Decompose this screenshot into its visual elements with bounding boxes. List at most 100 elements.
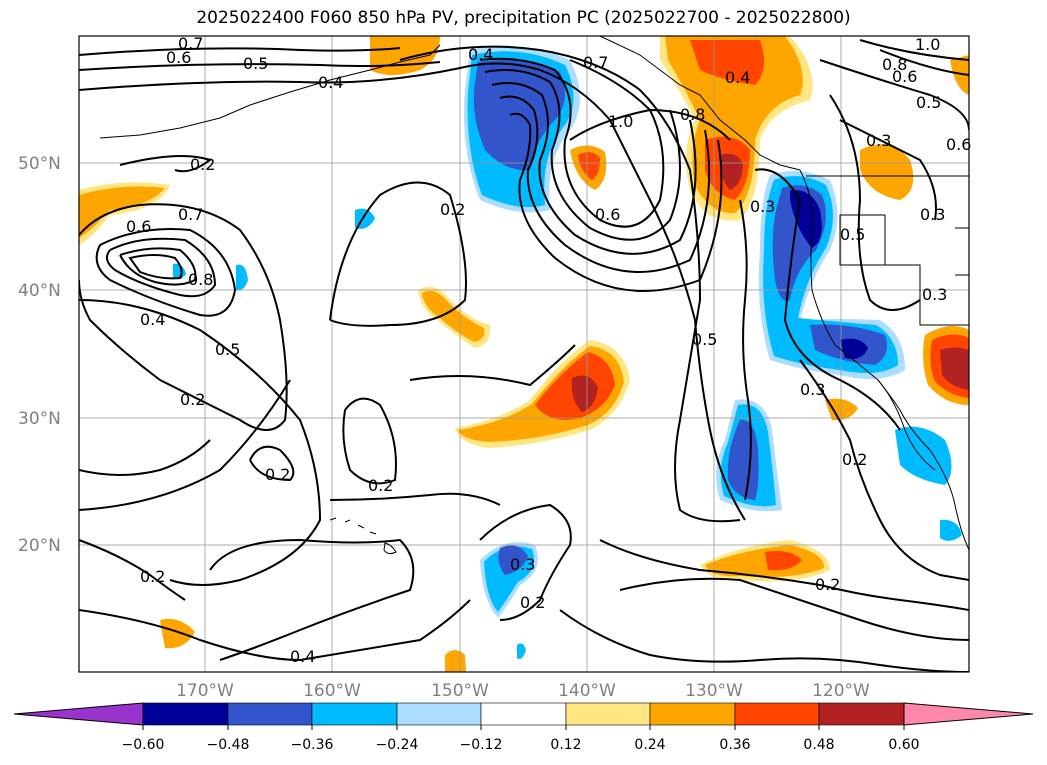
pv-contour <box>859 39 969 61</box>
coastlines <box>99 36 969 555</box>
colorbar-bin <box>311 702 398 726</box>
pv-contour <box>79 439 211 476</box>
precip-negative-area <box>498 545 528 575</box>
precip-negative-area <box>236 264 248 291</box>
colorbar-bin <box>734 702 820 726</box>
contour-label: 0.4 <box>725 68 750 87</box>
lat-label: 50°N <box>18 154 61 174</box>
pv-contour <box>509 112 723 292</box>
contour-label: 0.6 <box>946 135 971 154</box>
pv-contour <box>879 49 969 76</box>
contour-label: 0.6 <box>595 205 620 224</box>
longitude-labels: 170°W 160°W 150°W 140°W 130°W 120°W <box>176 681 870 701</box>
contour-label: 0.6 <box>892 67 917 86</box>
contour-label: 0.3 <box>922 285 947 304</box>
precip-positive-area <box>160 618 195 649</box>
precip-negative-area <box>940 519 962 541</box>
precip-shading <box>79 36 969 672</box>
pv-contour <box>79 539 186 601</box>
contour-label: 0.3 <box>920 205 945 224</box>
pv-contour <box>79 379 291 511</box>
precip-positive-area <box>665 36 803 214</box>
pv-contour <box>329 492 501 506</box>
precip-positive-area <box>445 650 466 672</box>
precip-negative-area <box>517 643 526 659</box>
contour-label: 0.7 <box>178 34 203 53</box>
contour-label: 0.2 <box>180 390 205 409</box>
contour-label: 1.0 <box>915 35 940 54</box>
precip-positive-area <box>578 152 600 180</box>
colorbar: −0.60 −0.48 −0.36 −0.24 −0.12 0.12 0.24 … <box>13 702 1034 753</box>
pv-contours <box>79 39 969 672</box>
contour-label: 0.2 <box>440 200 465 219</box>
contour-label: 0.8 <box>680 105 705 124</box>
contour-label: 0.6 <box>166 48 191 67</box>
lat-label: 20°N <box>18 536 61 556</box>
pv-contour <box>619 577 969 641</box>
pv-contour <box>599 539 969 611</box>
pv-contour <box>491 82 697 255</box>
precip-negative-area <box>790 189 822 248</box>
colorbar-tick-label: −0.12 <box>460 737 503 753</box>
lon-label: 170°W <box>176 681 234 701</box>
aleutian-islands <box>99 44 441 139</box>
precip-positive-area <box>571 375 598 412</box>
latitude-labels: 50°N 40°N 30°N 20°N <box>18 154 61 556</box>
contour-label: 0.7 <box>178 205 203 224</box>
colorbar-bin <box>818 702 905 726</box>
pv-contour <box>569 108 731 141</box>
pv-contour <box>128 254 183 280</box>
contour-label: 0.7 <box>583 53 608 72</box>
colorbar-bin <box>227 702 313 726</box>
colorbar-min-extension <box>13 702 144 726</box>
precip-positive-area <box>705 545 825 577</box>
colorbar-bin <box>396 702 482 726</box>
pv-contour <box>819 59 969 131</box>
lon-label: 150°W <box>431 681 489 701</box>
contour-label: 0.2 <box>368 476 393 495</box>
contour-label: 0.5 <box>692 330 717 349</box>
colorbar-tick-label: 0.36 <box>719 737 750 753</box>
pv-contour <box>209 538 415 661</box>
colorbar-tick-label: 0.12 <box>550 737 581 753</box>
pv-contour <box>409 344 576 387</box>
pv-contour <box>119 247 197 286</box>
precip-positive-area <box>765 551 802 571</box>
pv-contour <box>79 47 401 56</box>
precip-positive-area <box>690 40 764 85</box>
contour-label: 0.8 <box>882 55 907 74</box>
pv-contour <box>479 503 572 621</box>
pv-contour <box>119 155 213 173</box>
contour-label: 0.4 <box>468 45 493 64</box>
pv-contour <box>484 69 681 241</box>
pv-contour <box>95 228 237 317</box>
contour-label: 0.5 <box>243 54 268 73</box>
contour-label: 0.3 <box>866 131 891 150</box>
pv-contour <box>559 609 969 672</box>
colorbar-tick-label: −0.60 <box>122 737 165 753</box>
contour-label: 1.0 <box>608 112 633 131</box>
colorbar-tick-label: 0.24 <box>634 737 665 753</box>
baja-peninsula <box>877 379 936 471</box>
precip-positive-area <box>950 55 969 95</box>
pv-contour <box>79 299 322 586</box>
pv-contour <box>342 397 397 485</box>
pv-contour <box>839 119 937 221</box>
contour-label: 0.4 <box>290 647 315 666</box>
pv-contour <box>249 445 295 482</box>
precip-negative-area <box>895 426 952 485</box>
colorbar-bin <box>142 702 229 726</box>
pv-contour <box>829 94 921 311</box>
pv-contour <box>329 181 467 327</box>
contour-label: 0.3 <box>800 380 825 399</box>
lat-label: 30°N <box>18 409 61 429</box>
pv-contour <box>739 199 752 501</box>
contour-label: 0.2 <box>520 593 545 612</box>
map-title: 2025022400 F060 850 hPa PV, precipitatio… <box>196 8 851 28</box>
contour-label: 0.6 <box>126 217 151 236</box>
pv-contour <box>499 95 711 273</box>
colorbar-ticks <box>142 725 905 730</box>
contour-label: 0.2 <box>190 155 215 174</box>
contour-label: 0.2 <box>140 567 165 586</box>
contour-label: 0.4 <box>140 310 165 329</box>
